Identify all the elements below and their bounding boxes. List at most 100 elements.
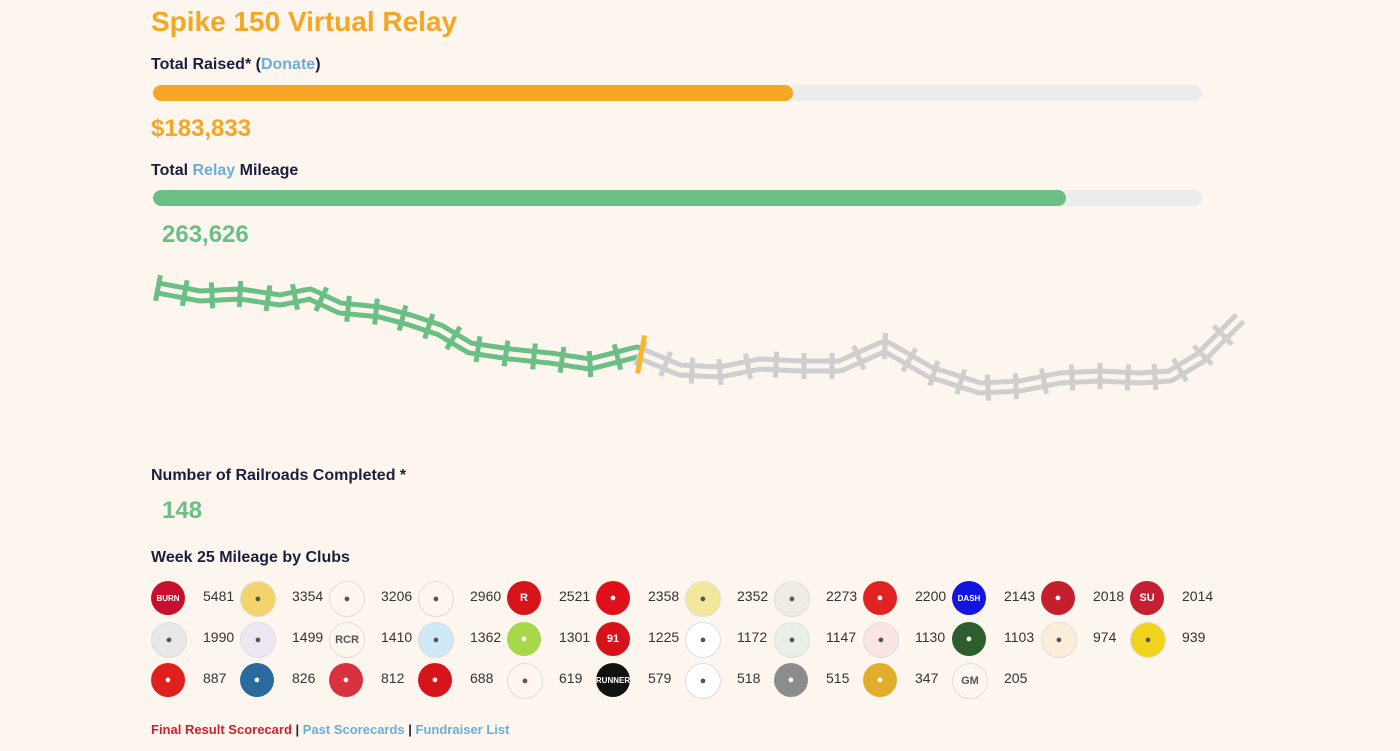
rail-tie xyxy=(289,283,301,311)
club-logo-icon: 91 xyxy=(596,622,630,656)
club-entry: ● 1103 xyxy=(952,618,1037,656)
club-mileage: 1410 xyxy=(381,629,413,645)
club-mileage: 2200 xyxy=(915,588,947,604)
mileage-amount: 263,626 xyxy=(162,221,249,248)
club-mileage: 3354 xyxy=(292,588,324,604)
club-entry: BURN 5481 xyxy=(151,577,236,615)
progress-marker xyxy=(635,335,648,374)
club-entry: ● 826 xyxy=(240,659,325,697)
club-logo-icon: ● xyxy=(240,622,276,658)
club-logo-icon: ● xyxy=(863,663,897,697)
total-mileage-label: Total Relay Mileage xyxy=(151,162,298,180)
club-logo-icon: BURN xyxy=(151,581,185,615)
rail-tie xyxy=(501,340,511,367)
club-logo-icon: RUNNER xyxy=(596,663,630,697)
rail-tie xyxy=(372,298,380,325)
club-entry: GM 205 xyxy=(952,659,1037,699)
club-mileage: 2960 xyxy=(470,588,502,604)
rail-tie xyxy=(1012,373,1020,400)
club-mileage: 1147 xyxy=(826,629,857,645)
past-scorecards-link[interactable]: Past Scorecards xyxy=(302,722,405,737)
rail-left xyxy=(637,319,1246,396)
club-entry: ● 515 xyxy=(774,659,859,697)
club-mileage: 688 xyxy=(470,670,494,686)
rail-tie xyxy=(313,286,330,313)
rail-tie xyxy=(1191,344,1214,367)
club-mileage: 1225 xyxy=(648,629,680,645)
club-entry: ● 2018 xyxy=(1041,577,1126,615)
club-mileage: 579 xyxy=(648,670,672,686)
club-logo-icon: ● xyxy=(151,663,185,697)
rail-tie xyxy=(1124,364,1132,391)
relay-link[interactable]: Relay xyxy=(192,162,236,179)
rail-tie xyxy=(530,343,538,370)
club-entry: ● 3354 xyxy=(240,577,325,617)
mileage-progress-bar xyxy=(153,190,1202,206)
rail-tie xyxy=(1038,367,1050,395)
club-logo-icon: RCR xyxy=(329,622,365,658)
club-entry: ● 887 xyxy=(151,659,236,697)
club-logo-icon: ● xyxy=(596,581,630,615)
club-logo-icon: ● xyxy=(418,622,454,658)
club-entry: ● 688 xyxy=(418,659,503,697)
club-mileage: 2521 xyxy=(559,588,591,604)
paren-close: ) xyxy=(315,56,321,73)
club-logo-icon: ● xyxy=(863,581,897,615)
rail-tie xyxy=(927,360,941,387)
raised-amount: $183,833 xyxy=(151,115,252,142)
club-logo-icon: SU xyxy=(1130,581,1164,615)
railroads-label: Number of Railroads Completed * xyxy=(151,467,407,484)
club-mileage: 2352 xyxy=(737,588,769,604)
club-entry: DASH 2143 xyxy=(952,577,1037,615)
club-logo-icon: R xyxy=(507,581,541,615)
rail-tie xyxy=(153,274,163,302)
club-logo-icon: ● xyxy=(1130,622,1166,658)
total-raised-text: Total Raised* xyxy=(151,56,252,73)
railroad-track xyxy=(153,274,1246,401)
club-mileage: 619 xyxy=(559,670,583,686)
donate-link[interactable]: Donate xyxy=(260,56,316,73)
club-mileage: 1130 xyxy=(915,629,946,645)
rail-tie xyxy=(557,346,567,374)
rail-tie xyxy=(586,350,594,378)
fundraiser-list-link[interactable]: Fundraiser List xyxy=(415,722,510,737)
track-completed xyxy=(153,274,644,378)
raised-progress-fill xyxy=(153,85,793,101)
final-result-link[interactable]: Final Result Scorecard xyxy=(151,722,292,737)
club-entry: ● 518 xyxy=(685,659,770,699)
club-entry: ● 619 xyxy=(507,659,592,699)
club-entry: ● 939 xyxy=(1130,618,1215,658)
club-logo-icon: ● xyxy=(240,663,274,697)
club-logo-icon: ● xyxy=(952,622,986,656)
club-logo-icon: ● xyxy=(685,622,721,658)
club-mileage: 347 xyxy=(915,670,939,686)
mileage-label-post: Mileage xyxy=(235,162,299,179)
footer-separator: | xyxy=(291,722,303,737)
club-entry: RCR 1410 xyxy=(329,618,414,658)
club-logo-icon: GM xyxy=(952,663,988,699)
club-entry: ● 1362 xyxy=(418,618,503,658)
clubs-heading: Week 25 Mileage by Clubs xyxy=(151,549,350,566)
club-mileage: 1990 xyxy=(203,629,235,645)
mileage-label-pre: Total xyxy=(151,162,193,179)
club-entry: SU 2014 xyxy=(1130,577,1215,615)
club-logo-icon: ● xyxy=(1041,581,1075,615)
club-logo-icon: ● xyxy=(1041,622,1077,658)
rail-tie xyxy=(1171,357,1189,383)
club-mileage: 1362 xyxy=(470,629,502,645)
rail-tie xyxy=(1211,324,1234,347)
rail-tie xyxy=(954,368,968,395)
total-raised-label: Total Raised* (Donate) xyxy=(151,56,321,74)
footer-separator: | xyxy=(404,722,416,737)
club-mileage: 3206 xyxy=(381,588,413,604)
rail-tie xyxy=(658,351,673,377)
club-logo-icon: ● xyxy=(774,622,810,658)
club-entry: ● 1172 xyxy=(685,618,770,658)
rail-tie xyxy=(263,284,273,312)
club-mileage: 2018 xyxy=(1093,588,1125,604)
club-entry: ● 1990 xyxy=(151,618,236,658)
club-mileage: 1499 xyxy=(292,629,324,645)
raised-progress-bar xyxy=(153,85,1202,101)
rail-tie xyxy=(984,374,992,401)
club-mileage: 515 xyxy=(826,670,850,686)
